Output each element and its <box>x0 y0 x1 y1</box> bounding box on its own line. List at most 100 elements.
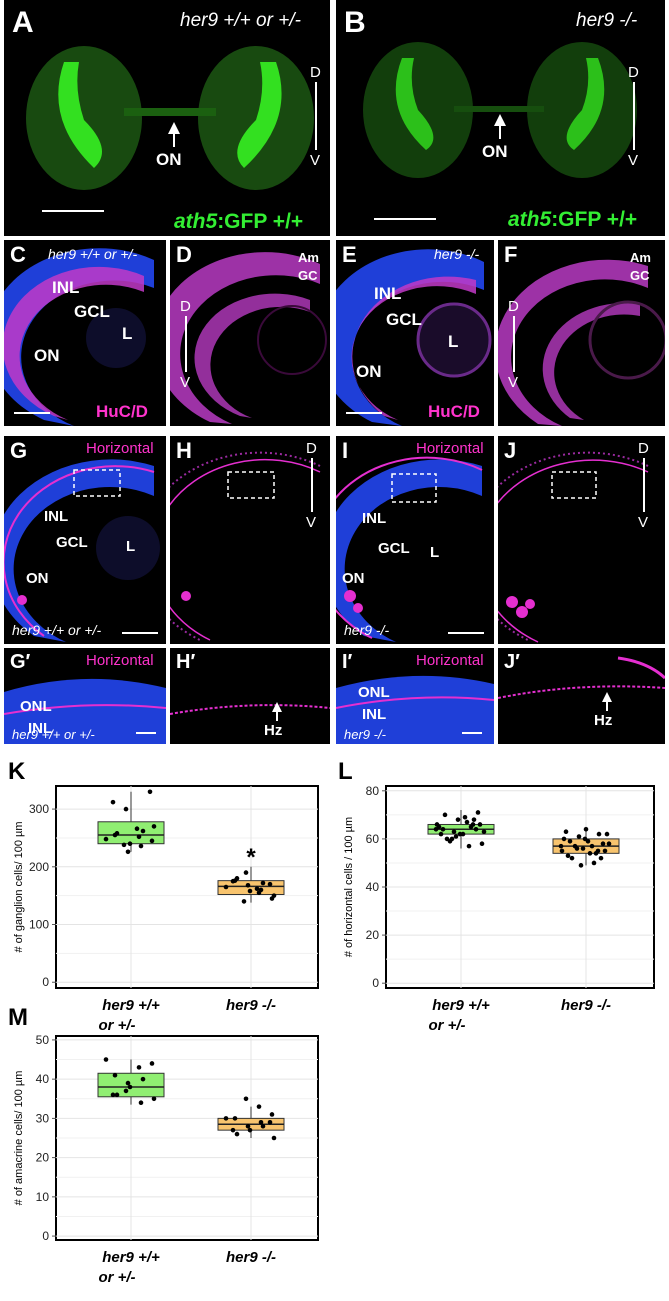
panel-b-d-label: D <box>628 64 639 81</box>
panel-a-label: A <box>12 6 34 39</box>
data-point <box>256 890 262 896</box>
panel-b-image <box>363 42 637 178</box>
panel-j-prime-hz: Hz <box>594 712 613 729</box>
data-point <box>593 851 599 856</box>
chart-k: 0 100 200 300 * # of ganglion cells/ 100 µm he… <box>0 760 330 1034</box>
panel-c-stain: HuC/D <box>96 402 148 421</box>
panel-g-prime-genotype: her9 +/+ or +/- <box>12 727 95 742</box>
panel-f-am: Am <box>630 250 651 265</box>
panel-j-v: V <box>638 514 649 531</box>
scale-bar <box>42 210 104 212</box>
y-tick-label: 200 <box>29 860 49 874</box>
panel-i-prime-image <box>336 675 494 744</box>
data-point <box>440 826 446 832</box>
data-point <box>112 1072 118 1078</box>
panel-c-on: ON <box>34 346 60 365</box>
panel-g-genotype: her9 +/+ or +/- <box>12 622 102 638</box>
panel-e-genotype: her9 -/- <box>434 246 480 262</box>
data-point <box>138 1100 144 1105</box>
data-point <box>223 1116 229 1121</box>
data-point <box>140 1076 146 1082</box>
dv-arrow-icon <box>633 82 635 150</box>
data-point <box>127 1084 133 1090</box>
data-point <box>147 789 153 795</box>
arrow-up-icon <box>602 692 612 702</box>
panel-h-v: V <box>306 514 317 531</box>
data-point <box>471 817 477 822</box>
x-category-label: her9 +/+ <box>432 997 490 1014</box>
panel-e-l: L <box>448 332 459 351</box>
data-point <box>269 896 275 901</box>
arrow-shaft <box>173 133 175 147</box>
x-category-label: or +/- <box>98 1017 135 1034</box>
panel-c: C her9 +/+ or +/- INL GCL L ON HuC/D <box>4 240 166 426</box>
data-point <box>583 826 589 832</box>
x-category-label: her9 -/- <box>226 1249 276 1266</box>
data-point <box>580 846 586 851</box>
arrow-up-icon <box>168 122 180 134</box>
dv-arrow-icon <box>311 458 313 512</box>
data-point <box>447 839 453 844</box>
data-point <box>479 841 485 847</box>
panel-d-am: Am <box>298 250 319 265</box>
panel-c-image <box>4 248 154 426</box>
panel-e-image <box>336 249 492 426</box>
data-point <box>271 1135 277 1141</box>
chart-l-svg: 0 20 40 60 80 # of horizontal cells / 100 µm h… <box>343 784 655 1034</box>
data-point <box>258 1120 264 1125</box>
panel-i-gcl: GCL <box>378 540 410 557</box>
data-point <box>247 888 253 894</box>
panel-g-inl: INL <box>44 508 69 525</box>
y-tick-label: 10 <box>36 1190 50 1204</box>
data-point <box>587 851 593 856</box>
x-category-label: her9 +/+ <box>102 1249 160 1266</box>
data-point <box>481 829 487 834</box>
data-point <box>269 1112 275 1117</box>
data-point <box>460 831 466 837</box>
panel-b-label: B <box>344 6 366 39</box>
data-point <box>241 899 247 904</box>
panel-c-l: L <box>122 324 133 343</box>
panel-h-prime-label: H′ <box>176 651 196 673</box>
x-category-label: her9 -/- <box>226 997 276 1014</box>
data-point <box>125 849 131 855</box>
panel-b-v-label: V <box>628 152 639 169</box>
panel-g-stain: Horizontal <box>86 440 154 457</box>
data-point <box>256 1104 262 1109</box>
panel-j-prime-image <box>498 656 665 699</box>
panel-h-prime-image <box>170 704 330 715</box>
x-category-label: or +/- <box>98 1269 135 1286</box>
y-axis-label: # of ganglion cells/ 100 µm <box>13 821 25 952</box>
chart-m-label: M <box>8 1004 28 1031</box>
panel-j-label: J <box>504 438 517 463</box>
data-point <box>561 836 567 842</box>
data-point <box>576 834 582 839</box>
panel-g-image <box>4 459 160 642</box>
panel-a-v-label: V <box>310 152 321 169</box>
panel-g-prime-image <box>4 678 166 744</box>
panel-g-prime-label: G′ <box>10 651 31 673</box>
panel-f: F Am GC D V <box>498 240 665 426</box>
data-point <box>125 1080 131 1086</box>
panel-i-l: L <box>430 544 440 561</box>
panel-i-prime-inl: INL <box>362 706 387 723</box>
panel-i-prime-onl: ONL <box>358 684 390 701</box>
panel-a-d-label: D <box>310 64 321 81</box>
panel-g-prime-stain: Horizontal <box>86 652 154 669</box>
data-point <box>267 1120 273 1125</box>
data-point <box>230 878 236 884</box>
data-point <box>473 826 479 832</box>
dv-arrow-icon <box>315 82 317 150</box>
panel-d-label: D <box>176 242 192 267</box>
data-point <box>121 842 127 848</box>
scale-bar <box>462 732 482 734</box>
data-point <box>442 812 448 818</box>
data-point <box>438 831 444 837</box>
panel-b-genotype: her9 -/- <box>576 10 638 31</box>
data-point <box>565 853 571 859</box>
panel-i-label: I <box>342 438 349 463</box>
gfp-rest: :GFP +/+ <box>551 208 638 231</box>
dv-arrow-icon <box>185 316 187 372</box>
data-point <box>602 848 608 854</box>
panel-c-genotype: her9 +/+ or +/- <box>48 246 138 262</box>
